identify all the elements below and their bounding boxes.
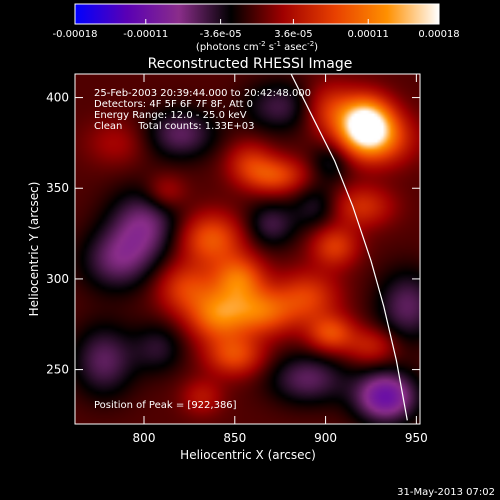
- x-tick-label: 950: [405, 431, 428, 445]
- annotation-energy: Energy Range: 12.0 - 25.0 keV: [94, 110, 247, 121]
- plot-area: 800 850 900 950 250 300 350 400: [46, 73, 428, 445]
- y-tick-label: 250: [46, 363, 69, 377]
- colorbar-tick-label: -0.00011: [123, 29, 168, 40]
- y-tick-label: 350: [46, 181, 69, 195]
- colorbar-tick-label: -3.6e-05: [200, 29, 242, 40]
- annotation-detectors: Detectors: 4F 5F 6F 7F 8F, Att 0: [94, 99, 253, 110]
- footer-timestamp: 31-May-2013 07:02: [397, 487, 495, 498]
- plot-frame: [74, 73, 421, 425]
- annotation-peak: Position of Peak = [922,386]: [94, 400, 237, 411]
- x-axis-label: Heliocentric X (arcsec): [180, 448, 316, 462]
- colorbar: -0.00018 -0.00011 -3.6e-05 3.6e-05 0.00011 0.…: [53, 3, 460, 53]
- annotations: 25-Feb-2003 20:39:44.000 to 20:42:48.000…: [94, 88, 311, 411]
- colorbar-ticks: -0.00018 -0.00011 -3.6e-05 3.6e-05 0.00011 0.…: [53, 19, 460, 40]
- colorbar-tick-label: 0.00011: [348, 29, 389, 40]
- colorbar-bar: [74, 3, 440, 25]
- annotation-time-range: 25-Feb-2003 20:39:44.000 to 20:42:48.000: [94, 88, 311, 99]
- colorbar-tick-label: 3.6e-05: [274, 29, 312, 40]
- colorbar-tick-label: -0.00018: [53, 29, 98, 40]
- axis-ticks: [75, 74, 420, 424]
- solar-limb-curve: [290, 74, 408, 421]
- x-tick-label: 800: [133, 431, 156, 445]
- x-tick-label: 900: [314, 431, 337, 445]
- chart-title: Reconstructed RHESSI Image: [148, 56, 353, 72]
- tick-labels: 800 850 900 950 250 300 350 400: [46, 91, 428, 445]
- colorbar-tick-label: 0.00018: [418, 29, 459, 40]
- y-tick-label: 300: [46, 272, 69, 286]
- x-tick-label: 850: [223, 431, 246, 445]
- colorbar-unit-label: (photons cm-2 s-1 asec-2): [196, 40, 318, 53]
- annotation-method: Clean Total counts: 1.33E+03: [94, 121, 254, 132]
- y-tick-label: 400: [46, 91, 69, 105]
- y-axis-label: Heliocentric Y (arcsec): [27, 182, 41, 317]
- heatmap-image: [75, 74, 420, 424]
